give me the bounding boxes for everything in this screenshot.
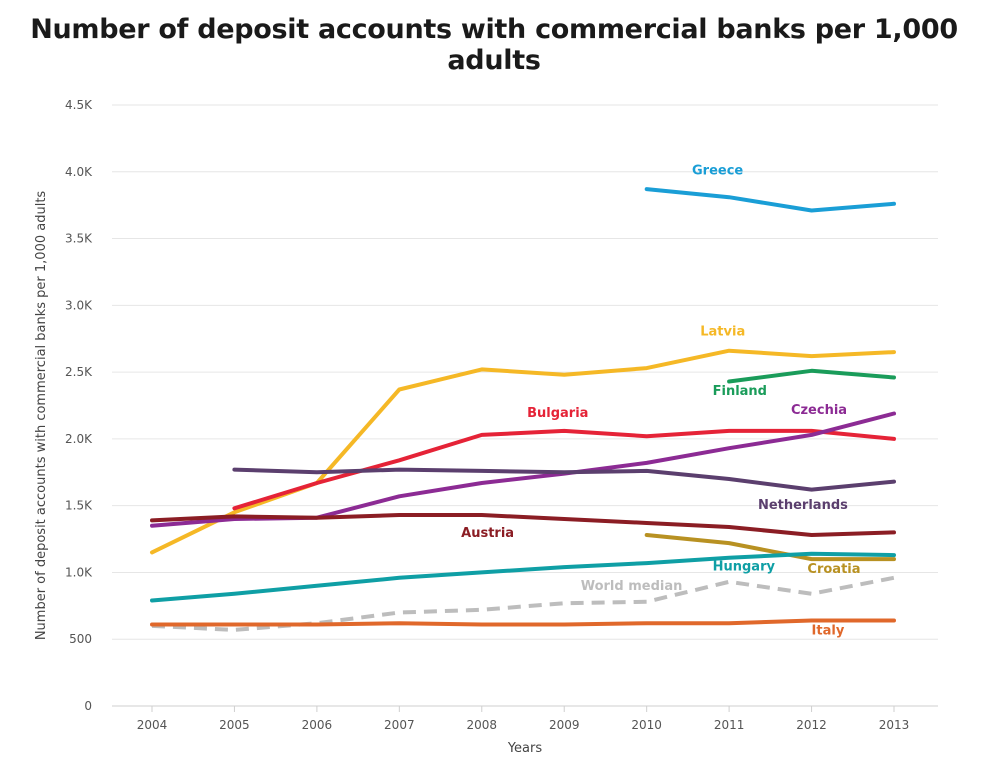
- y-tick-label: 1.5K: [65, 499, 93, 513]
- series-line-italy: [150, 618, 896, 627]
- x-tick-label: 2009: [549, 718, 580, 732]
- series-line-finland: [727, 368, 896, 384]
- series-line-greece: [644, 187, 896, 213]
- series-label-latvia: Latvia: [700, 324, 745, 339]
- y-tick-label: 4.5K: [65, 98, 93, 112]
- series-line-croatia: [644, 533, 896, 562]
- y-axis-title: Number of deposit accounts with commerci…: [34, 191, 49, 641]
- x-tick-label: 2012: [796, 718, 827, 732]
- series-label-hungary: Hungary: [713, 559, 776, 574]
- series-lines: [150, 187, 896, 632]
- series-label-finland: Finland: [713, 384, 767, 399]
- x-tick-label: 2010: [631, 718, 662, 732]
- y-tick-label: 2.5K: [65, 365, 93, 379]
- series-label-austria: Austria: [461, 526, 514, 541]
- x-tick-label: 2006: [302, 718, 333, 732]
- y-tick-label: 1.0K: [65, 565, 93, 579]
- x-tick-label: 2004: [137, 718, 168, 732]
- series-line-hungary: [150, 551, 896, 603]
- series-line-austria: [150, 513, 896, 537]
- x-axis-title: Years: [507, 741, 543, 756]
- series-label-netherlands: Netherlands: [758, 498, 848, 513]
- y-tick-label: 3.5K: [65, 232, 93, 246]
- y-tick-label: 3.0K: [65, 298, 93, 312]
- x-tick-label: 2008: [467, 718, 498, 732]
- series-label-world-median: World median: [581, 579, 683, 594]
- series-line-latvia: [150, 348, 896, 555]
- series-label-czechia: Czechia: [791, 403, 847, 418]
- x-tick-label: 2007: [384, 718, 415, 732]
- x-tick-label: 2011: [714, 718, 745, 732]
- y-tick-label: 500: [69, 632, 92, 646]
- y-tick-label: 4.0K: [65, 165, 93, 179]
- series-label-bulgaria: Bulgaria: [527, 406, 588, 421]
- grid: [112, 104, 938, 707]
- series-label-greece: Greece: [692, 163, 743, 178]
- y-tick-label: 2.0K: [65, 432, 93, 446]
- x-tick-label: 2013: [879, 718, 910, 732]
- series-line-bulgaria: [232, 428, 896, 511]
- x-tick-label: 2005: [219, 718, 250, 732]
- chart-title: Number of deposit accounts with commerci…: [30, 14, 958, 76]
- series-line-netherlands: [232, 467, 896, 492]
- series-label-croatia: Croatia: [807, 562, 860, 577]
- axes: 0 500 1.0K 1.5K 2.0K 2.5K 3.0K 3.5K 4.0K 4.5K 2004…: [65, 98, 909, 732]
- series-labels: Greece Latvia Finland Bulgaria Czechia Nether…: [461, 163, 860, 638]
- y-tick-label: 0: [84, 699, 92, 713]
- series-label-italy: Italy: [812, 624, 845, 639]
